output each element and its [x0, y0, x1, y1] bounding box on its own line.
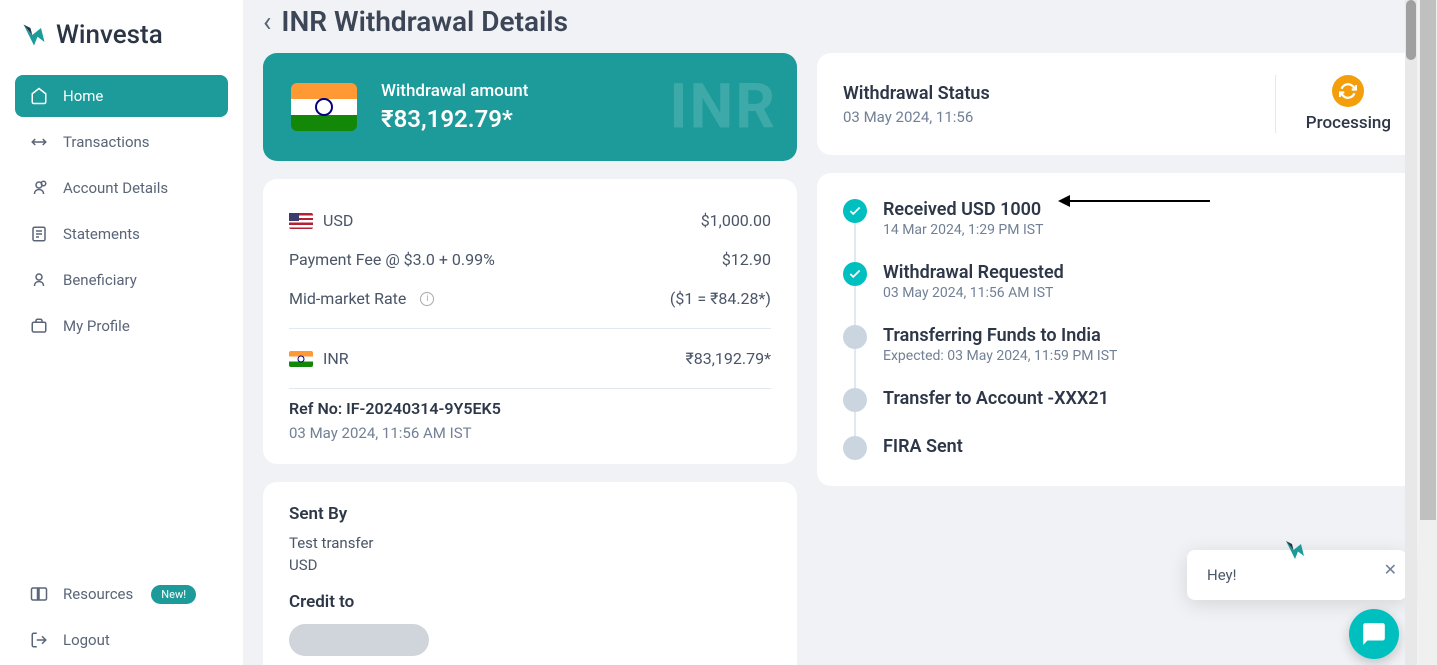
logout-icon	[29, 630, 49, 650]
status-state: Processing	[1306, 113, 1391, 133]
credit-to-title: Credit to	[289, 592, 771, 612]
fee-row: Payment Fee @ $3.0 + 0.99% $12.90	[289, 240, 771, 279]
sidebar-item-label: My Profile	[63, 317, 130, 335]
home-icon	[29, 86, 49, 106]
chat-widget[interactable]: ✕ Hey!	[1187, 550, 1407, 600]
sidebar-item-transactions[interactable]: Transactions	[15, 121, 228, 163]
inr-row: INR ₹83,192.79*	[289, 339, 771, 378]
processing-icon	[1332, 75, 1364, 107]
sidebar-item-label: Statements	[63, 225, 140, 243]
info-icon[interactable]: i	[420, 292, 434, 306]
sent-by-name: Test transfer	[289, 534, 771, 552]
sidebar-item-label: Logout	[63, 631, 110, 649]
timeline-item: Transfer to Account -XXX21	[843, 388, 1391, 436]
pending-dot-icon	[843, 325, 867, 349]
sidebar-item-my-profile[interactable]: My Profile	[15, 305, 228, 347]
withdrawal-amount-card: Withdrawal amount ₹83,192.79* INR	[263, 53, 797, 161]
sent-by-card: Sent By Test transfer USD Credit to	[263, 482, 797, 665]
chat-greeting: Hey!	[1207, 566, 1387, 584]
transaction-details-card: USD $1,000.00 Payment Fee @ $3.0 + 0.99%…	[263, 179, 797, 464]
timeline-item: Received USD 100014 Mar 2024, 1:29 PM IS…	[843, 199, 1391, 262]
pending-dot-icon	[843, 388, 867, 412]
reference-date: 03 May 2024, 11:56 AM IST	[289, 424, 771, 442]
sidebar: Winvesta Home Transactions Account Detai…	[0, 0, 243, 665]
winvesta-logo-icon	[1283, 538, 1307, 562]
sidebar-item-label: Resources	[63, 585, 133, 603]
brand-name: Winvesta	[56, 20, 163, 50]
timeline-card: Received USD 100014 Mar 2024, 1:29 PM IS…	[817, 173, 1417, 486]
withdrawal-status-card: Withdrawal Status 03 May 2024, 11:56 Pro…	[817, 53, 1417, 155]
beneficiary-icon	[29, 270, 49, 290]
amount-label: Withdrawal amount	[381, 81, 528, 101]
scrollbar-thumb-inner[interactable]	[1406, 0, 1416, 60]
rate-value: ($1 = ₹84.28*)	[670, 289, 771, 308]
sidebar-item-label: Beneficiary	[63, 271, 137, 289]
annotation-arrow	[1060, 200, 1210, 202]
page-header: ‹ INR Withdrawal Details	[263, 0, 1417, 53]
fee-value: $12.90	[722, 250, 771, 269]
status-date: 03 May 2024, 11:56	[843, 108, 990, 126]
scrollbar-inner[interactable]	[1405, 0, 1417, 665]
sidebar-item-account-details[interactable]: Account Details	[15, 167, 228, 209]
pending-dot-icon	[843, 436, 867, 460]
brand-logo[interactable]: Winvesta	[15, 10, 228, 75]
check-icon	[843, 199, 867, 223]
sidebar-item-label: Account Details	[63, 179, 168, 197]
divider	[289, 328, 771, 329]
usa-flag-icon	[289, 213, 313, 229]
sidebar-item-beneficiary[interactable]: Beneficiary	[15, 259, 228, 301]
inr-value: ₹83,192.79*	[686, 349, 771, 368]
chat-fab-button[interactable]	[1349, 609, 1399, 659]
account-details-icon	[29, 178, 49, 198]
india-flag-icon	[291, 83, 357, 131]
amount-value: ₹83,192.79*	[381, 105, 528, 133]
sidebar-item-label: Home	[63, 87, 103, 105]
credit-placeholder	[289, 624, 429, 656]
india-flag-icon	[289, 351, 313, 367]
scrollbar-thumb-outer[interactable]	[1420, 0, 1436, 520]
resources-icon	[29, 584, 49, 604]
statements-icon	[29, 224, 49, 244]
sidebar-item-statements[interactable]: Statements	[15, 213, 228, 255]
sidebar-item-home[interactable]: Home	[15, 75, 228, 117]
sidebar-item-logout[interactable]: Logout	[15, 619, 228, 661]
status-title: Withdrawal Status	[843, 83, 990, 104]
winvesta-logo-icon	[20, 21, 48, 49]
sent-by-currency: USD	[289, 556, 771, 574]
chat-icon	[1361, 621, 1387, 647]
sidebar-item-resources[interactable]: Resources New!	[15, 573, 228, 615]
page-title: INR Withdrawal Details	[281, 5, 568, 38]
timeline-item: FIRA Sent	[843, 436, 1391, 460]
sent-by-title: Sent By	[289, 504, 771, 524]
close-icon[interactable]: ✕	[1384, 560, 1397, 579]
back-button[interactable]: ‹	[263, 5, 271, 38]
check-icon	[843, 262, 867, 286]
divider	[289, 388, 771, 389]
timeline-item: Transferring Funds to IndiaExpected: 03 …	[843, 325, 1391, 388]
profile-icon	[29, 316, 49, 336]
usd-value: $1,000.00	[701, 211, 771, 230]
reference-number: Ref No: IF-20240314-9Y5EK5	[289, 399, 771, 418]
sidebar-item-label: Transactions	[63, 133, 150, 151]
currency-watermark: INR	[669, 71, 777, 144]
rate-row: Mid-market Ratei ($1 = ₹84.28*)	[289, 279, 771, 318]
new-badge: New!	[151, 585, 196, 604]
transactions-icon	[29, 132, 49, 152]
usd-row: USD $1,000.00	[289, 201, 771, 240]
timeline-item: Withdrawal Requested03 May 2024, 11:56 A…	[843, 262, 1391, 325]
